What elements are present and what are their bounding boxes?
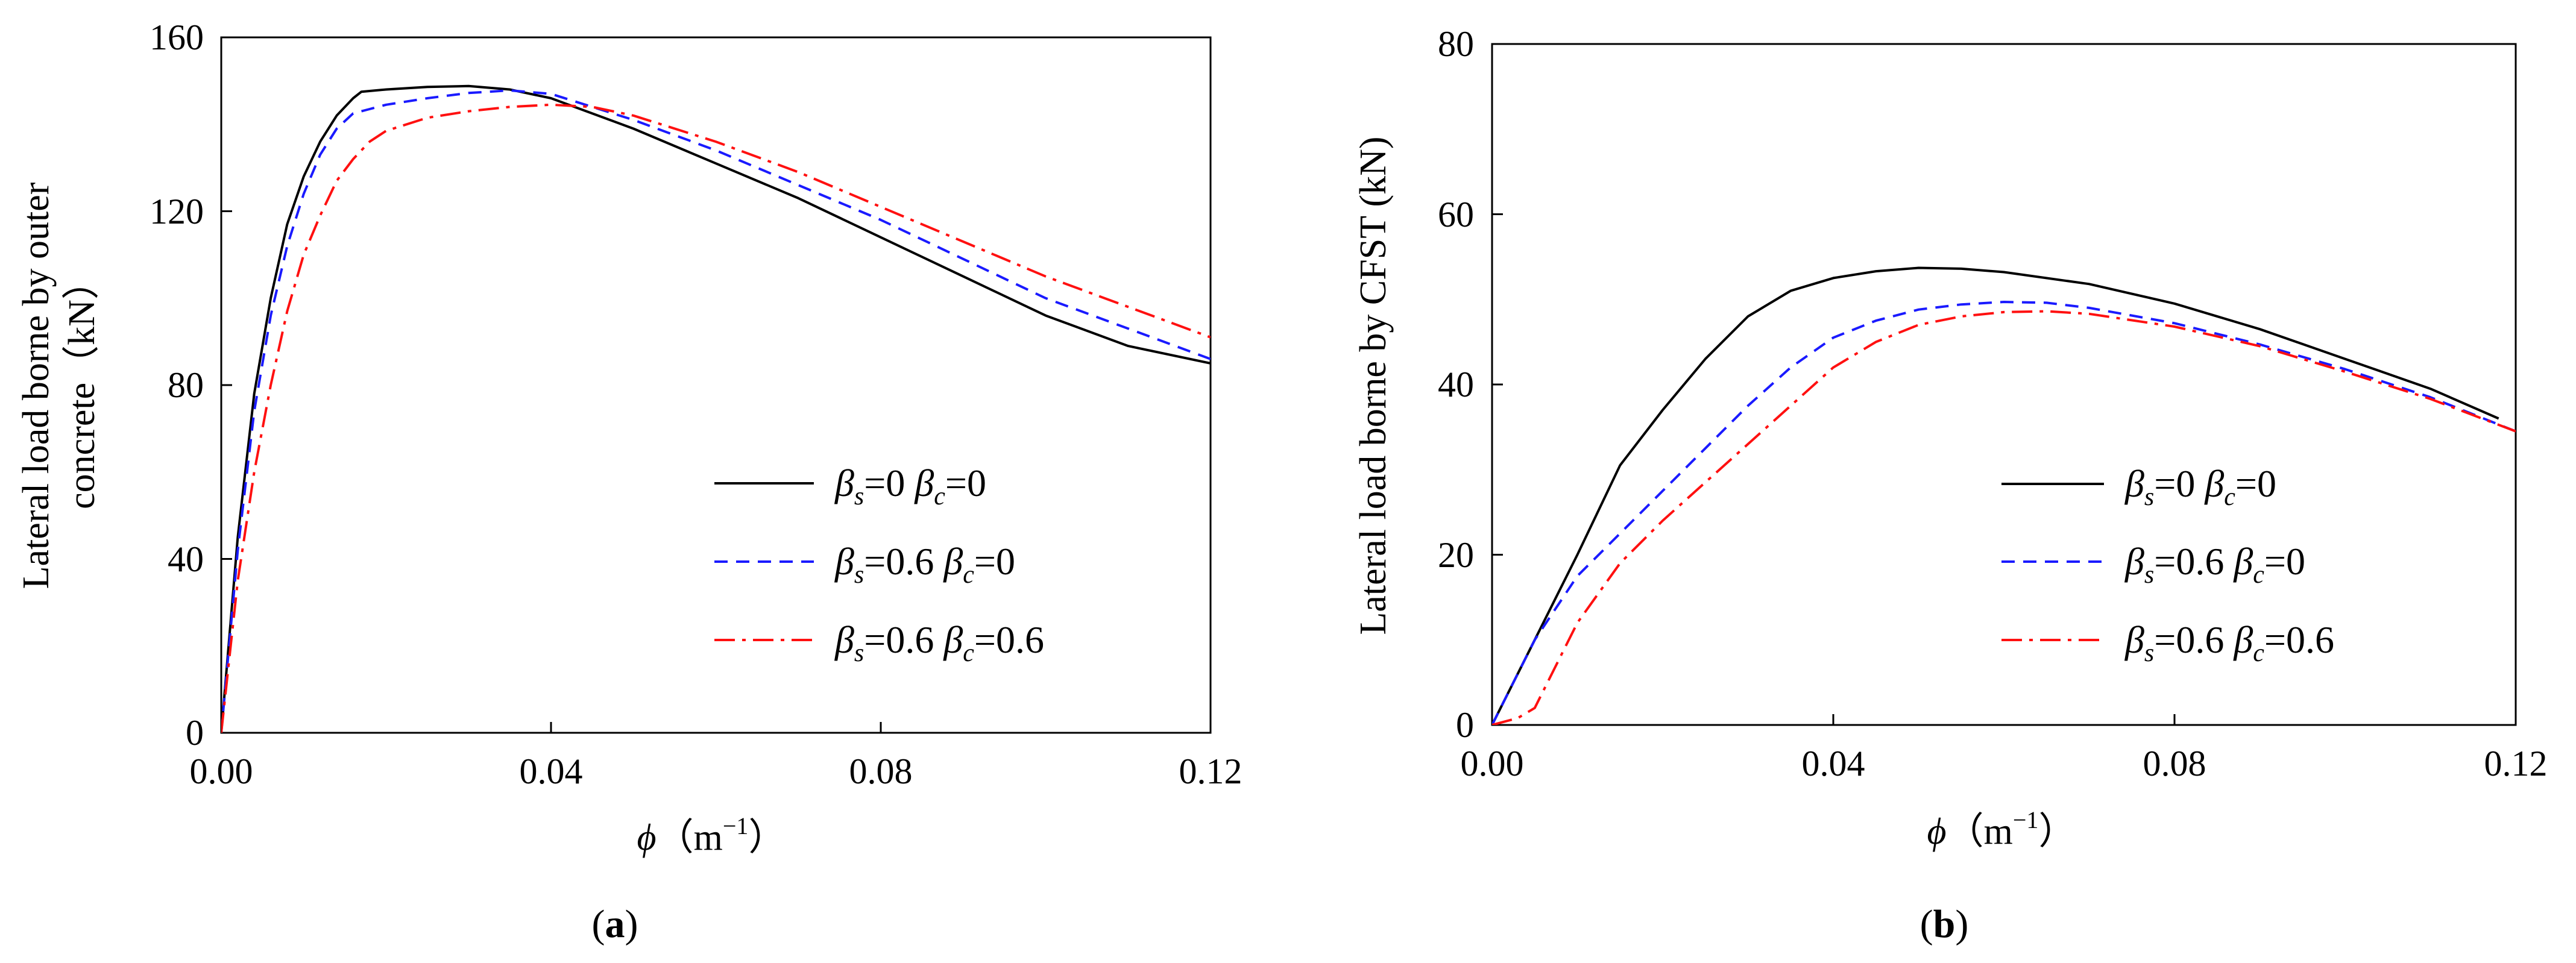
x-tick-label: 0.04 (520, 751, 583, 791)
x-tick-label: 0.12 (2484, 744, 2548, 783)
y-tick-label: 60 (1438, 195, 1474, 234)
series-line-1 (221, 84, 1211, 733)
x-tick-label: 0.08 (2143, 744, 2206, 783)
legend-label-series-2: βs=0.6 βc=0 (2124, 540, 2305, 589)
y-tick-label: 40 (1438, 365, 1474, 404)
sub-caption-a: (a) (592, 902, 638, 946)
x-tick-label: 0.00 (1461, 744, 1524, 783)
chart-panel-b: 0 20 40 60 80 0.00 0.04 0.08 0.12 Latera… (1353, 24, 2548, 946)
y-tick-label: 160 (150, 17, 204, 57)
y-tick-label: 20 (1438, 535, 1474, 575)
sub-caption-b: (b) (1920, 902, 1969, 946)
y-axis-label-line-2: concrete（kN） (61, 262, 102, 509)
y-axis-label-line-1: Lateral load borne by outer (16, 182, 57, 589)
x-tick-label: 0.04 (1802, 744, 1865, 783)
series-line-1 (1492, 266, 2499, 725)
y-tick-label: 80 (168, 365, 204, 405)
legend-label-series-1: βs=0 βc=0 (2124, 462, 2276, 511)
legend-label-series-3: βs=0.6 βc=0.6 (2124, 618, 2334, 667)
y-tick-label: 80 (1438, 24, 1474, 64)
series-line-3 (1492, 310, 2516, 725)
series-line-2 (221, 89, 1211, 733)
legend: βs=0 βc=0 βs=0.6 βc=0 βs=0.6 βc=0.6 (714, 462, 1044, 667)
series-line-3 (221, 103, 1211, 733)
y-tick-label: 40 (168, 539, 204, 579)
y-axis-label: Lateral load borne by CFST (kN) (1353, 136, 1394, 635)
y-tick-label: 0 (1456, 705, 1474, 745)
x-tick-label: 0.08 (849, 751, 913, 791)
series-line-2 (1492, 301, 2516, 725)
legend: βs=0 βc=0 βs=0.6 βc=0 βs=0.6 βc=0.6 (2001, 462, 2334, 667)
y-tick-label: 120 (150, 192, 204, 231)
x-axis-label: ϕ（m−1） (1927, 806, 2076, 852)
legend-label-series-1: βs=0 βc=0 (834, 462, 986, 510)
x-tick-label: 0.12 (1179, 751, 1242, 791)
legend-label-series-2: βs=0.6 βc=0 (834, 540, 1015, 589)
x-tick-label: 0.00 (190, 751, 253, 791)
chart-panel-a: 0 40 80 120 160 0.00 0.04 0.08 0.12 Late… (16, 17, 1242, 946)
legend-label-series-3: βs=0.6 βc=0.6 (834, 618, 1044, 667)
y-tick-label: 0 (186, 713, 204, 753)
x-axis-label: ϕ（m−1） (637, 812, 786, 858)
